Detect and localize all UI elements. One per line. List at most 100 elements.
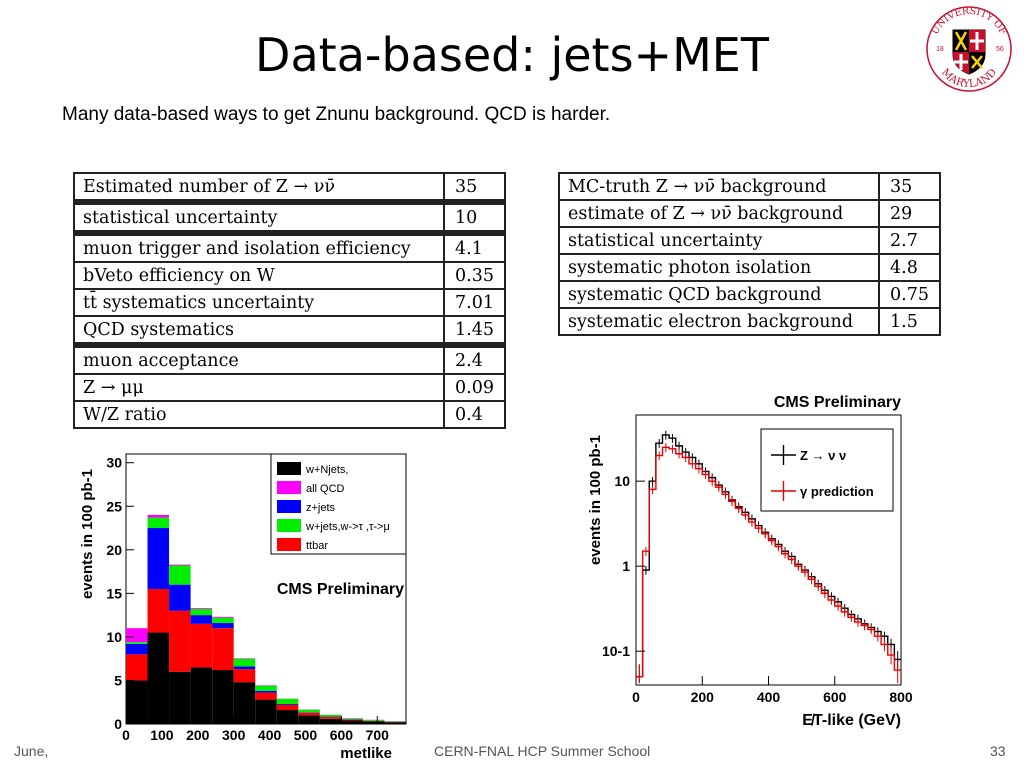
chart-legend: w+Njets, all QCD z+jets w+jets,w->τ ,τ->μ tt… bbox=[270, 453, 407, 555]
table-row: Z → μμ 0.09 bbox=[73, 373, 506, 402]
table-cell-label: MC-truth Z → νν̄ background bbox=[558, 172, 880, 201]
table-cell-value: 4.8 bbox=[878, 253, 941, 282]
x-tick-label: 200 bbox=[691, 689, 715, 705]
histogram-bar bbox=[212, 617, 234, 623]
y-tick-label: 25 bbox=[106, 498, 122, 514]
histogram-bar bbox=[276, 710, 299, 724]
series-line bbox=[636, 446, 901, 678]
histogram-bar bbox=[233, 666, 256, 670]
histogram-bar bbox=[384, 722, 406, 724]
table-cell-label: Estimated number of Z → νν̄ bbox=[73, 172, 445, 203]
page-number: 33 bbox=[990, 743, 1006, 759]
histogram-bar bbox=[126, 628, 148, 643]
x-tick-label: 100 bbox=[150, 727, 174, 743]
table-cell-value: 29 bbox=[878, 199, 941, 228]
histogram-bar bbox=[147, 528, 170, 589]
table-cell-label: estimate of Z → νν̄ background bbox=[558, 199, 880, 228]
histogram-bar bbox=[319, 717, 342, 719]
table-cell-value: 10 bbox=[443, 199, 506, 234]
met-log-distribution-plot: 0 200 400 600 800 10-1 1 10 E̸T-like (GeV) events… bbox=[587, 394, 913, 729]
histogram-bar bbox=[169, 671, 191, 724]
legend-swatch bbox=[277, 500, 301, 513]
table-row: systematic electron background 1.5 bbox=[558, 307, 941, 336]
x-tick-label: 200 bbox=[186, 727, 210, 743]
histogram-bar bbox=[169, 564, 191, 566]
table-cell-value: 1.5 bbox=[878, 307, 941, 336]
histogram-bar bbox=[341, 718, 363, 720]
logo-year-right: 56 bbox=[996, 46, 1004, 53]
histogram-bar bbox=[169, 610, 191, 672]
table-row: muon acceptance 2.4 bbox=[73, 342, 506, 375]
histogram-bar bbox=[255, 685, 277, 691]
table-cell-label: muon acceptance bbox=[73, 342, 445, 375]
x-tick-label: 0 bbox=[632, 689, 640, 705]
histogram-bar bbox=[255, 699, 277, 724]
histogram-bar bbox=[212, 616, 234, 618]
histogram-bar bbox=[190, 623, 213, 668]
legend-swatch bbox=[277, 462, 301, 475]
table-row: Estimated number of Z → νν̄ 35 bbox=[73, 172, 506, 203]
table-row: W/Z ratio 0.4 bbox=[73, 400, 506, 429]
histogram-bar bbox=[276, 698, 299, 704]
histogram-bar bbox=[212, 622, 234, 629]
table-cell-label: W/Z ratio bbox=[73, 400, 445, 429]
table-cell-value: 2.7 bbox=[878, 226, 941, 255]
table-cell-value: 0.35 bbox=[443, 261, 506, 290]
histogram-bar bbox=[126, 680, 148, 724]
histogram-bar bbox=[319, 714, 342, 717]
histogram-bar bbox=[362, 721, 385, 724]
table-cell-label: muon trigger and isolation efficiency bbox=[73, 230, 445, 263]
slide-subtitle: Many data-based ways to get Znunu backgr… bbox=[62, 104, 611, 125]
y-tick-label: 10 bbox=[106, 629, 122, 645]
x-axis-label: metlike bbox=[340, 745, 392, 762]
legend-label: w+Njets, bbox=[305, 464, 349, 476]
legend-label: γ prediction bbox=[800, 484, 874, 499]
y-axis-label: events in 100 pb-1 bbox=[79, 469, 96, 599]
histogram-bar bbox=[255, 690, 277, 693]
y-tick-label: 0 bbox=[114, 716, 122, 732]
histogram-bar bbox=[276, 703, 299, 705]
histogram-bar bbox=[169, 565, 191, 585]
table-cell-label: statistical uncertainty bbox=[558, 226, 880, 255]
histogram-bar bbox=[169, 584, 191, 611]
histogram-bar bbox=[255, 692, 277, 700]
histogram-bar bbox=[233, 669, 256, 683]
table-cell-value: 0.09 bbox=[443, 373, 506, 402]
footer-center-text: CERN-FNAL HCP Summer School bbox=[434, 743, 651, 759]
histogram-bar bbox=[298, 715, 320, 724]
znunu-estimate-table-left: Estimated number of Z → νν̄ 35 statistical… bbox=[73, 172, 506, 429]
table-cell-value: 1.45 bbox=[443, 315, 506, 346]
slide-title: Data-based: jets+MET bbox=[255, 28, 769, 82]
histogram-bar bbox=[147, 517, 170, 529]
histogram-bar bbox=[190, 609, 213, 616]
histogram-bar bbox=[276, 704, 299, 711]
histogram-bar bbox=[298, 712, 320, 716]
x-tick-label: 600 bbox=[823, 689, 847, 705]
table-row: QCD systematics 1.45 bbox=[73, 315, 506, 346]
x-tick-label: 500 bbox=[294, 727, 318, 743]
histogram-bar bbox=[341, 719, 363, 721]
metlike-stacked-histogram: 0 100 200 300 400 500 600 700 0 5 10 15 20 25 30 metlik… bbox=[79, 453, 407, 762]
table-row: muon trigger and isolation efficiency 4.1 bbox=[73, 230, 506, 263]
y-tick-label: 5 bbox=[114, 672, 122, 688]
y-tick-label: 15 bbox=[106, 585, 122, 601]
table-cell-label: QCD systematics bbox=[73, 315, 445, 346]
table-cell-label: Z → μμ bbox=[73, 373, 445, 402]
chart-title: CMS Preliminary bbox=[277, 581, 404, 598]
histogram-bar bbox=[190, 667, 213, 724]
y-tick-label: 30 bbox=[106, 455, 122, 471]
x-tick-label: 400 bbox=[258, 727, 282, 743]
table-row: statistical uncertainty 2.7 bbox=[558, 226, 941, 255]
table-row: statistical uncertainty 10 bbox=[73, 199, 506, 234]
maryland-shield-icon bbox=[952, 29, 986, 75]
y-tick-label: 20 bbox=[106, 542, 122, 558]
histogram-bar bbox=[212, 670, 234, 724]
table-cell-value: 35 bbox=[878, 172, 941, 201]
table-row: MC-truth Z → νν̄ background 35 bbox=[558, 172, 941, 201]
table-cell-label: systematic QCD background bbox=[558, 280, 880, 309]
y-tick-label: 1 bbox=[622, 558, 630, 574]
histogram-bar bbox=[233, 682, 256, 724]
table-cell-label: systematic photon isolation bbox=[558, 253, 880, 282]
table-cell-value: 35 bbox=[443, 172, 506, 203]
histogram-bar bbox=[126, 643, 148, 655]
